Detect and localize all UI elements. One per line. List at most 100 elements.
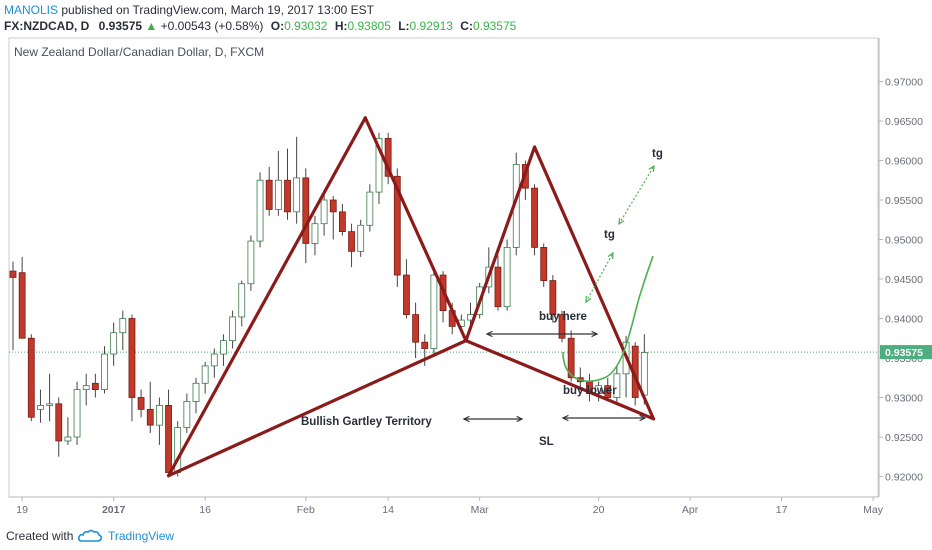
candle-body [311,223,319,244]
gartley-leg-cd [532,145,656,421]
candle-body [64,436,72,442]
target2-arrow [618,164,655,226]
candle-body [137,397,145,410]
candle-body [274,179,282,210]
y-tick-label: 0.93000 [885,393,923,405]
chart-title: New Zealand Dollar/Canadian Dollar, D, F… [14,45,264,59]
candle-body [165,404,172,473]
candle-body [567,337,575,379]
sl-range-arrow [561,414,647,422]
high-value: 0.93805 [347,19,391,33]
x-tick-label: 17 [776,504,788,516]
candle-body [210,353,218,367]
x-tick-label: 14 [382,504,394,516]
x-tick-label: May [863,504,884,516]
target2-label: tg [652,148,663,160]
candle-body [9,270,17,278]
candle-body [247,240,255,285]
candle-body [494,266,502,308]
y-tick-label: 0.92500 [885,432,923,444]
candle-body [238,283,246,318]
buy-here-arrow [485,330,599,338]
publish-line: MANOLIS published on TradingView.com, Ma… [4,2,516,18]
candle-body [183,401,191,428]
x-tick-label: 20 [593,504,605,516]
author-link[interactable]: MANOLIS [4,3,59,17]
price-chart[interactable]: New Zealand Dollar/Canadian Dollar, D, F… [0,0,932,524]
candle-body [192,382,200,402]
y-tick-label: 0.95500 [885,195,923,207]
chart-header: MANOLIS published on TradingView.com, Ma… [4,2,516,34]
candle-body [155,404,163,426]
candle-body [393,175,401,276]
candle-body [302,177,310,244]
symbol-label: FX:NZDCAD, D [4,19,90,33]
candle-body [604,385,612,398]
x-tick-label: 19 [16,504,28,516]
x-tick-label: Mar [471,504,490,516]
candle-body [357,224,365,252]
candle-body [37,404,44,410]
projection-curve [562,255,654,382]
candle-body [128,318,136,398]
candle-body [320,199,328,225]
gartley-leg-xb [166,339,468,478]
candle-body [201,365,209,384]
candle-body [46,403,53,406]
candle-body [540,246,548,281]
candle-body [366,191,374,226]
target1-label: tg [604,229,615,241]
candle-body [613,373,621,398]
gartley-leg-bd [464,339,656,421]
close-value: 0.93575 [472,19,517,33]
last-price-badge [880,345,932,360]
last-price-header: 0.93575 [98,19,143,33]
y-tick-label: 0.96000 [885,156,923,168]
y-tick-label: 0.95000 [885,235,923,247]
candle-body [558,314,566,339]
candle-body [265,179,273,210]
candle-body [531,187,538,248]
last-price-label: 0.93575 [885,347,923,359]
open-value: 0.93032 [284,19,328,33]
candle-body [412,314,420,343]
candle-body [430,274,438,349]
created-with-label: Created with [6,529,74,543]
y-tick-label: 0.94500 [885,274,923,286]
candle-body [503,246,511,308]
candle-body [27,337,35,418]
candle-body [18,272,26,339]
candle-body [82,385,90,390]
candle-body [101,353,108,390]
candle-body [256,179,264,242]
candle-body [91,382,99,390]
change-value: +0.00543 (+0.58%) [160,19,264,33]
tradingview-logo-icon[interactable] [78,529,102,543]
target1-arrow [585,251,614,304]
candle-body [329,199,337,213]
candle-body [229,316,237,342]
y-tick-label: 0.94000 [885,314,923,326]
candle-body [549,280,557,315]
tradingview-brand[interactable]: TradingView [108,529,175,543]
low-value: 0.92913 [409,19,453,33]
low-label: L: [398,19,410,33]
candle-body [73,389,81,438]
candle-body [375,137,383,193]
x-tick-label: Feb [297,504,315,516]
gartley-territory-label: Bullish Gartley Territory [301,416,432,428]
candle-body [119,318,127,334]
open-label: O: [270,19,285,33]
candle-body [146,408,154,426]
candle-body [384,137,392,177]
y-tick-label: 0.97000 [885,77,923,89]
y-tick-label: 0.96500 [885,116,923,128]
gartley-range-arrow [462,415,524,423]
gartley-leg-ab [363,116,468,343]
y-tick-label: 0.92000 [885,472,923,484]
candle-body [348,231,355,252]
x-tick-label: Apr [682,504,699,516]
close-label: C: [460,19,473,33]
buy-here-label: buy here [539,311,587,323]
publish-info: published on TradingView.com, March 19, … [58,3,374,17]
